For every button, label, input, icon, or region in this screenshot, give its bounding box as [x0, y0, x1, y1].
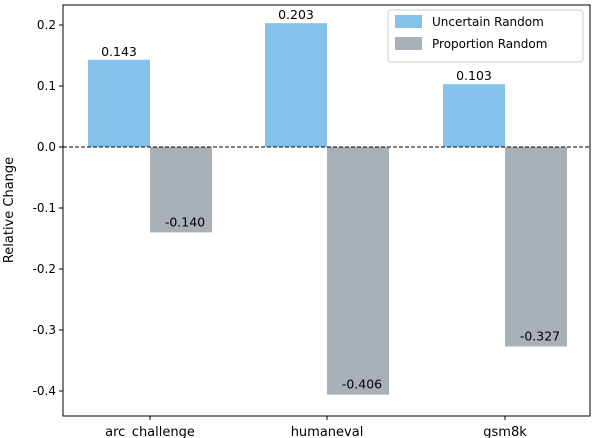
plot-frame	[62, 4, 591, 417]
data-labels-layer: 0.143 0.203 0.103 -0.140 -0.406 -0.327	[101, 7, 560, 391]
data-label-uncertain-gsm8k: 0.103	[456, 68, 492, 83]
legend: Uncertain Random Proportion Random	[387, 9, 584, 63]
y-tick-label: -0.2	[33, 262, 56, 276]
y-tick-label: -0.4	[33, 384, 56, 398]
legend-label-uncertain-random: Uncertain Random	[432, 15, 544, 29]
data-label-uncertain-arc-challenge: 0.143	[101, 44, 137, 59]
x-tick-label-arc-challenge: arc_challenge	[105, 425, 195, 438]
x-axis-ticks: arc_challenge humaneval gsm8k	[105, 416, 527, 438]
data-label-proportion-humaneval: -0.406	[342, 377, 382, 392]
bars-layer	[88, 23, 567, 395]
bar-proportion-gsm8k	[505, 147, 567, 347]
bar-uncertain-arc-challenge	[88, 59, 150, 147]
legend-label-proportion-random: Proportion Random	[432, 37, 547, 51]
x-tick-label-gsm8k: gsm8k	[483, 425, 527, 438]
y-axis-label: Relative Change	[2, 157, 17, 263]
legend-swatch-uncertain-random	[395, 15, 422, 28]
x-tick-label-humaneval: humaneval	[291, 425, 364, 438]
bar-proportion-arc-challenge	[150, 147, 212, 233]
bar-uncertain-gsm8k	[443, 84, 505, 147]
data-label-proportion-gsm8k: -0.327	[520, 328, 560, 343]
bar-uncertain-humaneval	[265, 23, 327, 148]
y-tick-label: 0.1	[37, 79, 56, 93]
legend-box	[387, 9, 584, 63]
data-label-proportion-arc-challenge: -0.140	[165, 214, 205, 229]
bar-proportion-humaneval	[327, 147, 389, 395]
y-tick-label: 0.2	[37, 18, 56, 32]
y-tick-label: -0.3	[33, 323, 56, 337]
data-label-uncertain-humaneval: 0.203	[278, 7, 314, 22]
y-tick-label: -0.1	[33, 201, 56, 215]
y-axis-ticks: 0.2 0.1 0.0 -0.1 -0.2 -0.3 -0.4	[33, 18, 63, 398]
y-tick-label: 0.0	[37, 140, 56, 154]
legend-swatch-proportion-random	[395, 37, 422, 50]
